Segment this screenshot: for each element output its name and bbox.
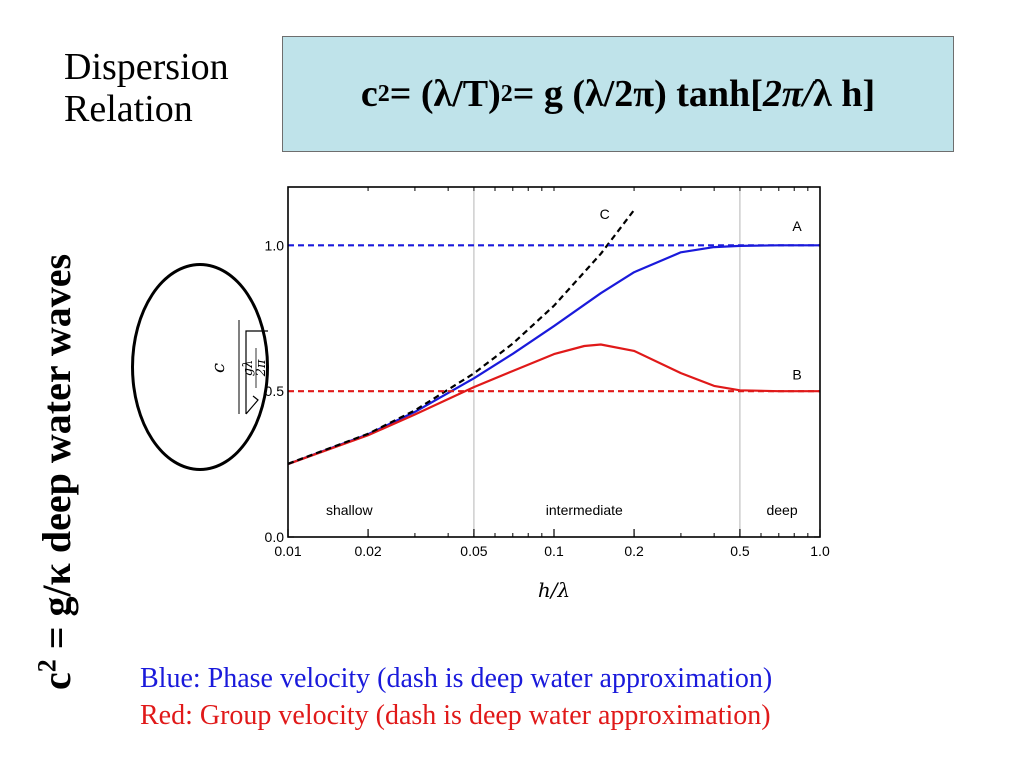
ylabel-sqrt-sign (245, 330, 268, 415)
x-tick-label: 1.0 (810, 543, 830, 559)
y-tick-label: 1.0 (265, 237, 285, 253)
y-tick-label: 0.0 (265, 529, 285, 545)
caption: Blue: Phase velocity (dash is deep water… (140, 660, 772, 734)
region-label-deep: deep (766, 502, 797, 518)
caption-red: Red: Group velocity (dash is deep water … (140, 700, 771, 731)
x-tick-label: 0.2 (624, 543, 644, 559)
x-tick-label: 0.01 (274, 543, 301, 559)
ylabel-numerator: c (208, 363, 229, 373)
title-line-1: Dispersion (64, 46, 229, 88)
x-tick-label: 0.05 (460, 543, 487, 559)
x-tick-label: 0.5 (730, 543, 750, 559)
formula-lambda-t: = (λ/T) (389, 73, 501, 115)
ylabel-radicand-den: 2π (254, 359, 269, 377)
x-tick-label: 0.1 (544, 543, 564, 559)
ylabel-radicand-num: gλ (241, 360, 256, 377)
series-b (288, 343, 820, 466)
x-tick-label: 0.02 (354, 543, 381, 559)
x-axis-label: h/λ (538, 578, 570, 602)
y-axis-label: c gλ 2π (208, 320, 269, 415)
formula-italic-2pi: 2π/ (762, 73, 814, 115)
ylabel-highlight-ellipse (131, 263, 269, 471)
slide-title: Dispersion Relation (64, 46, 274, 130)
plot-layer: 0.01 0.02 0.05 0.1 0.2 0.5 1.0 0.0 0.5 1.0 shallow… (265, 186, 830, 559)
y-tick-label: 0.5 (265, 383, 285, 399)
formula-c: c (360, 73, 378, 115)
formula-tanh: = g (λ/2π) tanh[ (512, 73, 763, 115)
plot-frame (287, 186, 821, 538)
curve-label-c: C (600, 206, 610, 222)
curve-label-b: B (792, 367, 801, 383)
curve-label-a: A (792, 218, 802, 234)
title-line-2: Relation (64, 88, 193, 130)
formula-lambda-h: λ h] (813, 73, 876, 115)
caption-blue: Blue: Phase velocity (dash is deep water… (140, 663, 773, 694)
region-label-intermediate: intermediate (546, 502, 623, 518)
series-c (288, 209, 635, 465)
region-label-shallow: shallow (326, 502, 374, 518)
